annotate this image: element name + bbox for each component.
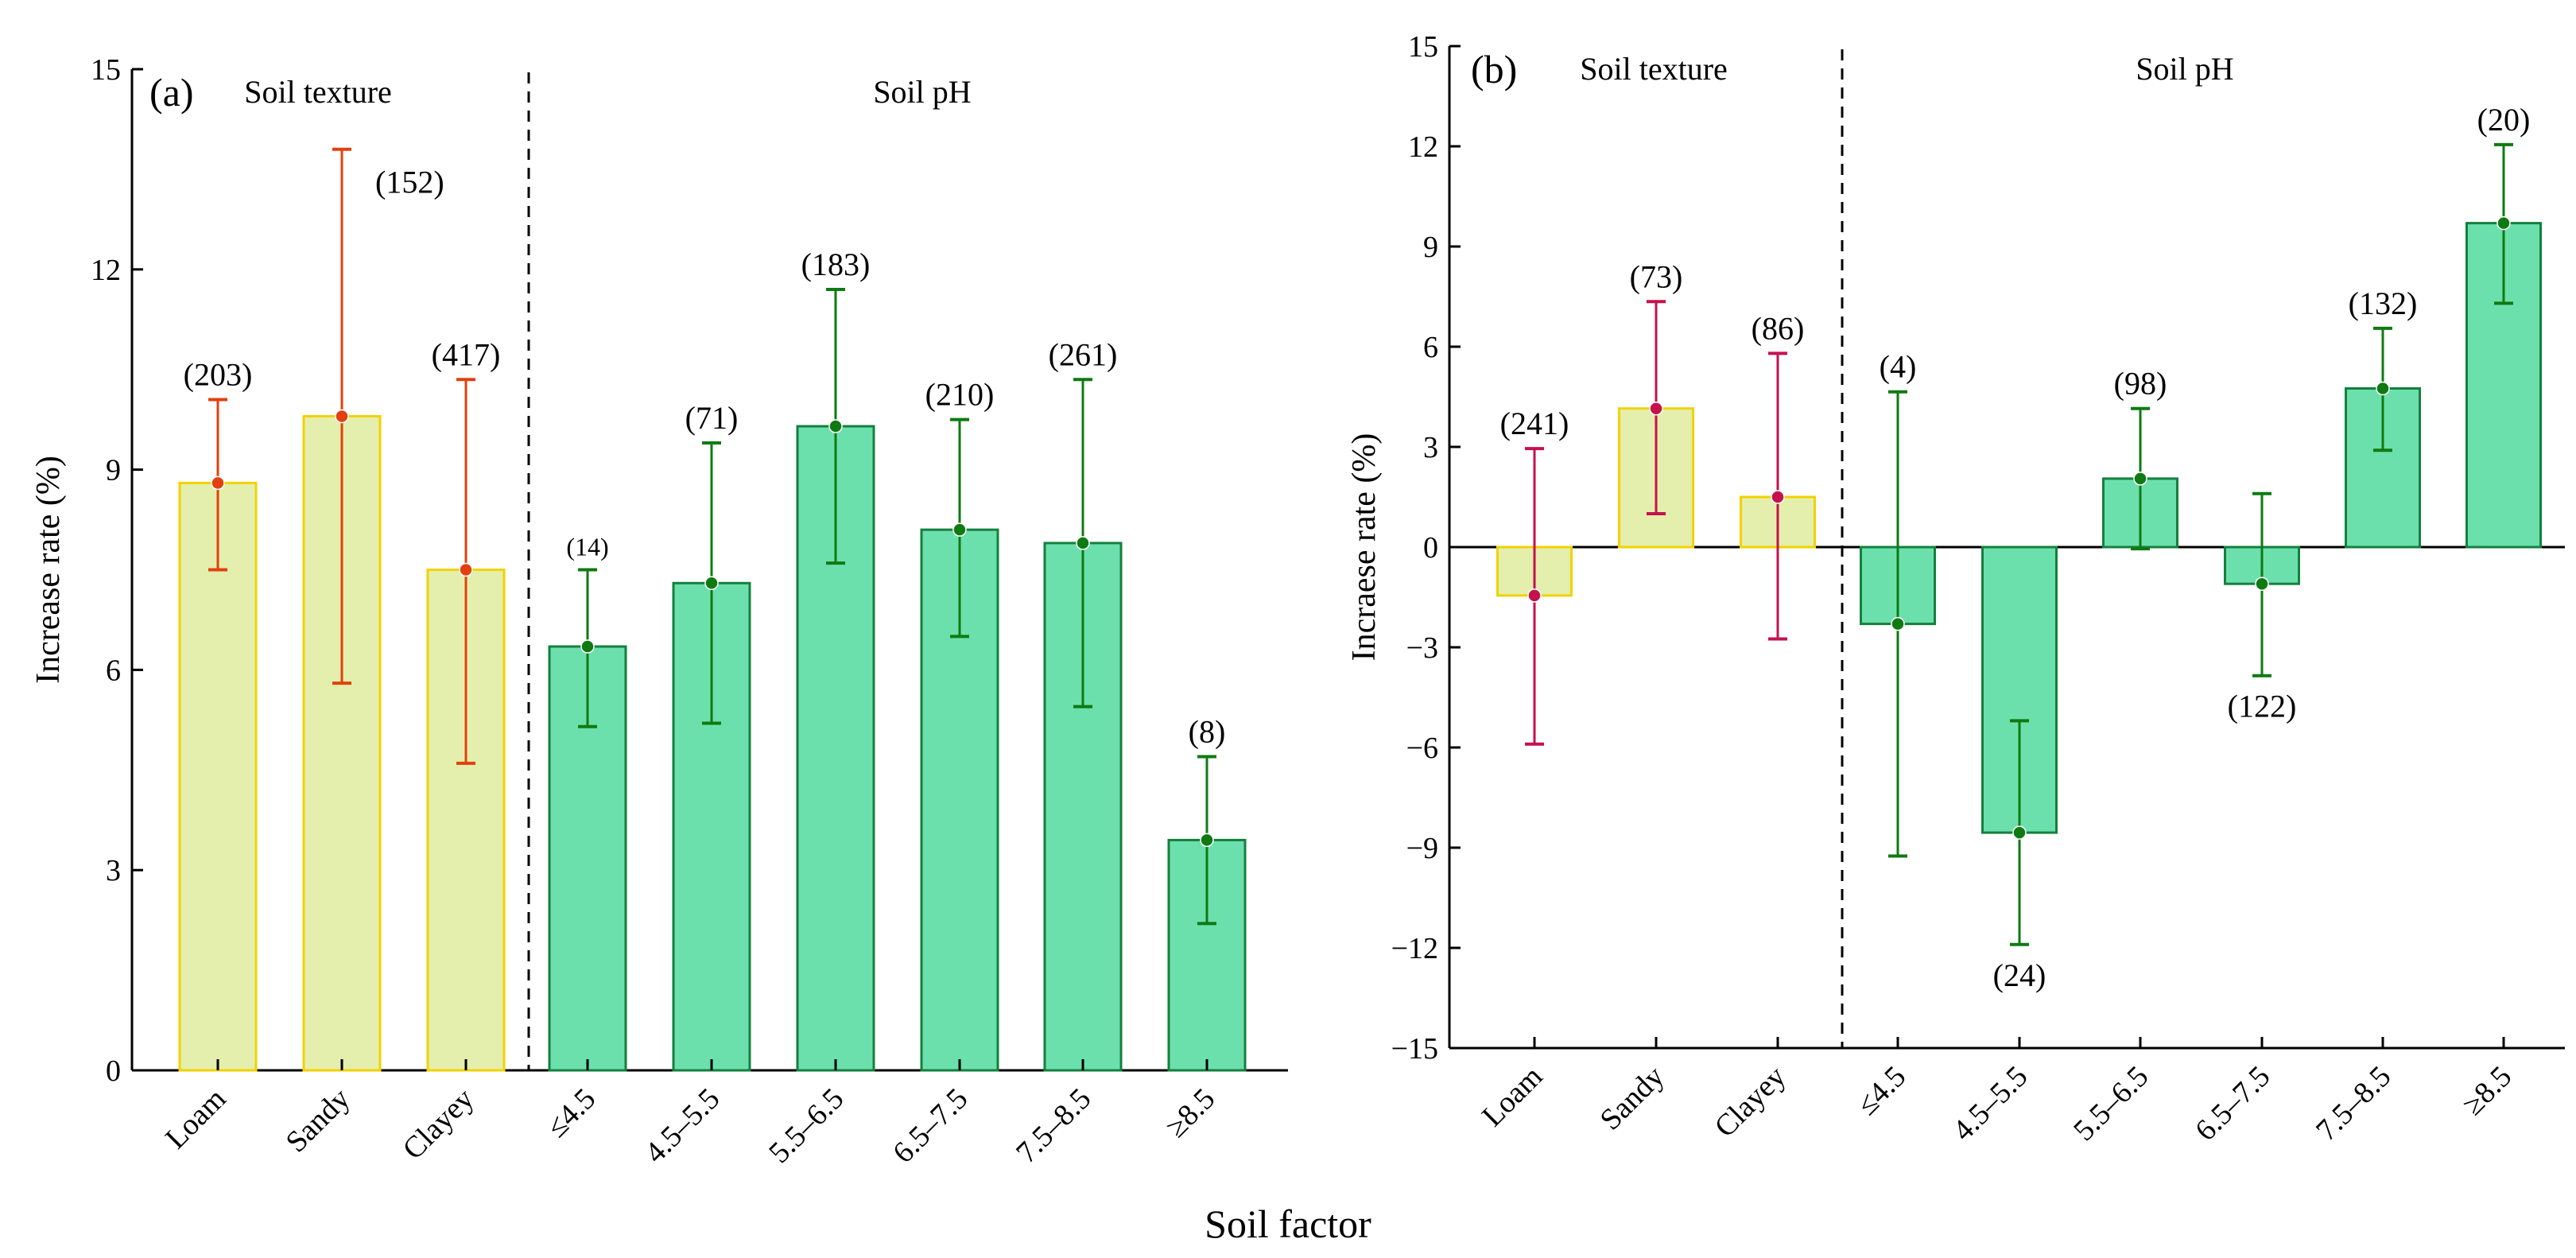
panel-label: (a): [149, 70, 194, 115]
y-tick-label: 12: [91, 254, 121, 287]
x-axis-title: Soil factor: [1205, 1202, 1371, 1246]
y-tick-label: 12: [1408, 130, 1438, 164]
panel-a: 0 3 6 9 12 15 Increase rate (%) (a) Soil texture…: [30, 53, 1288, 1170]
y-tick-label: −12: [1391, 932, 1438, 965]
sample-size-label: (210): [925, 377, 995, 413]
group-label-soil-texture: Soil texture: [244, 74, 392, 110]
group-label-soil-ph: Soil pH: [873, 74, 971, 110]
y-tick-label: 3: [1423, 431, 1438, 464]
sample-size-label: (73): [1630, 258, 1683, 294]
mean-point: [952, 522, 967, 537]
y-tick-label: 9: [1423, 231, 1438, 264]
y-tick-label: 6: [1423, 331, 1438, 364]
mean-point: [580, 639, 595, 654]
y-axis-title: Increase rate (%): [30, 456, 67, 684]
sample-size-label: (71): [685, 400, 739, 436]
group-label-soil-texture: Soil texture: [1580, 51, 1728, 87]
x-tick-label: 5.5–6.5: [762, 1082, 850, 1170]
y-tick-label: 0: [1423, 531, 1438, 565]
sample-size-label: (20): [2477, 102, 2531, 138]
mean-point: [1527, 588, 1542, 603]
x-tick-label: ≥8.5: [1159, 1082, 1221, 1144]
panel-label: (b): [1471, 47, 1517, 91]
y-tick-label: 0: [106, 1054, 121, 1088]
x-tick-label: 6.5–7.5: [2189, 1060, 2276, 1147]
mean-point: [211, 476, 225, 491]
sample-size-label: (132): [2349, 285, 2418, 321]
sample-size-label: (183): [801, 247, 871, 282]
mean-point: [1891, 616, 1905, 631]
y-tick-label: 9: [106, 454, 121, 487]
x-tick-label: Loam: [1476, 1060, 1549, 1133]
mean-point: [2133, 472, 2147, 486]
y-tick-label: 15: [1408, 30, 1438, 64]
sample-size-label: (203): [184, 356, 253, 392]
mean-point: [2496, 215, 2511, 231]
mean-point: [335, 409, 349, 424]
mean-point: [2012, 825, 2027, 840]
y-tick-label: 15: [91, 53, 121, 87]
sample-size-label: (14): [566, 533, 608, 561]
sample-size-label: (8): [1189, 714, 1226, 750]
x-tick-label: Sandy: [279, 1082, 356, 1159]
sample-size-label: (261): [1049, 336, 1118, 372]
y-tick-label: 3: [106, 854, 121, 887]
y-tick-label: 6: [106, 654, 121, 687]
x-tick-label: Sandy: [1593, 1060, 1670, 1137]
x-tick-label: 4.5–5.5: [1946, 1060, 2034, 1147]
mean-point: [828, 419, 843, 433]
x-tick-label: Clayey: [1709, 1060, 1793, 1144]
x-tick-label: 6.5–7.5: [886, 1082, 974, 1170]
sample-size-label: (241): [1500, 406, 1569, 441]
x-tick-label: Clayey: [397, 1082, 481, 1167]
group-label-soil-ph: Soil pH: [2136, 51, 2233, 87]
x-tick-label: ≤4.5: [540, 1082, 602, 1144]
x-tick-label: 7.5–8.5: [2310, 1060, 2397, 1147]
x-tick-label: ≤4.5: [1850, 1060, 1912, 1122]
mean-point: [2255, 577, 2269, 591]
mean-point: [1649, 401, 1663, 416]
mean-point: [704, 576, 719, 591]
y-tick-label: −15: [1391, 1032, 1438, 1066]
x-tick-label: 5.5–6.5: [2067, 1060, 2155, 1147]
sample-size-label: (417): [432, 336, 501, 372]
sample-size-label: (4): [1880, 349, 1917, 385]
sample-size-label: (98): [2114, 366, 2167, 402]
sample-size-label: (86): [1752, 310, 1805, 346]
x-tick-label: 4.5–5.5: [638, 1082, 726, 1170]
y-tick-label: −9: [1406, 832, 1438, 865]
sample-size-label: (122): [2228, 689, 2297, 724]
y-axis-title: Incraese rate (%): [1346, 433, 1383, 662]
sample-size-label: (152): [375, 165, 444, 200]
x-tick-label: 7.5–8.5: [1010, 1082, 1097, 1170]
panel-b: −15 −12 −9 −6 −3 0 3 6 9 12 15 Incraese rate (%) (b)…: [1346, 30, 2565, 1147]
y-tick-label: −3: [1406, 631, 1438, 665]
mean-point: [2376, 381, 2390, 396]
mean-point: [1076, 536, 1090, 550]
y-tick-label: −6: [1406, 732, 1438, 765]
x-tick-label: Loam: [159, 1082, 232, 1155]
x-tick-label: ≥8.5: [2456, 1060, 2518, 1122]
mean-point: [1200, 833, 1214, 848]
sample-size-label: (24): [1993, 957, 2046, 993]
mean-point: [1771, 490, 1785, 504]
mean-point: [459, 562, 473, 577]
